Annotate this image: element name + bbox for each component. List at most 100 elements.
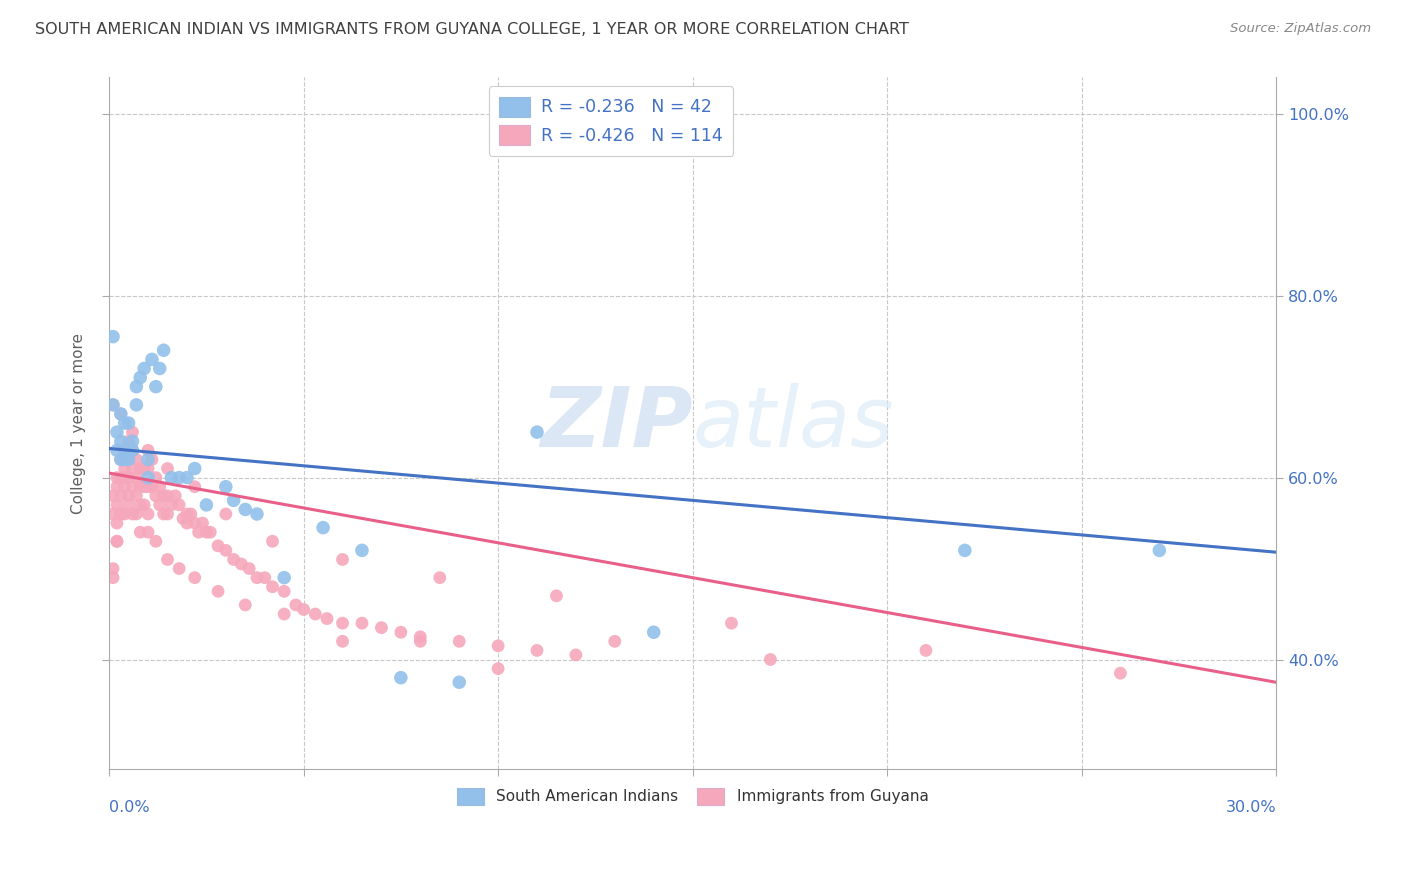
Point — [141, 480, 163, 494]
Point — [110, 507, 132, 521]
Point — [105, 534, 128, 549]
Point — [114, 443, 136, 458]
Point — [207, 584, 229, 599]
Point — [129, 370, 152, 384]
Point — [316, 611, 339, 625]
Point — [110, 452, 132, 467]
Text: 0.0%: 0.0% — [110, 800, 150, 814]
Point — [603, 634, 626, 648]
Point — [105, 425, 128, 439]
Point — [720, 616, 742, 631]
Point — [156, 552, 179, 566]
Point — [117, 434, 139, 449]
Point — [121, 434, 143, 449]
Point — [136, 470, 159, 484]
Point — [312, 521, 335, 535]
Point — [156, 489, 179, 503]
Point — [643, 625, 665, 640]
Point — [141, 352, 163, 367]
Point — [176, 516, 198, 530]
Point — [101, 489, 124, 503]
Point — [121, 461, 143, 475]
Point — [117, 470, 139, 484]
Point — [231, 557, 253, 571]
Point — [129, 480, 152, 494]
Point — [101, 561, 124, 575]
Point — [101, 507, 124, 521]
Point — [105, 498, 128, 512]
Point — [156, 461, 179, 475]
Point — [953, 543, 976, 558]
Text: SOUTH AMERICAN INDIAN VS IMMIGRANTS FROM GUYANA COLLEGE, 1 YEAR OR MORE CORRELAT: SOUTH AMERICAN INDIAN VS IMMIGRANTS FROM… — [35, 22, 910, 37]
Point — [332, 552, 354, 566]
Point — [165, 489, 187, 503]
Point — [101, 329, 124, 343]
Point — [262, 534, 284, 549]
Point — [125, 452, 148, 467]
Point — [233, 598, 256, 612]
Point — [180, 507, 202, 521]
Point — [915, 643, 938, 657]
Point — [145, 489, 167, 503]
Point — [121, 480, 143, 494]
Point — [114, 452, 136, 467]
Y-axis label: College, 1 year or more: College, 1 year or more — [72, 333, 86, 514]
Point — [134, 480, 156, 494]
Point — [449, 634, 471, 648]
Point — [149, 480, 172, 494]
Point — [129, 461, 152, 475]
Point — [136, 525, 159, 540]
Point — [215, 480, 238, 494]
Point — [121, 443, 143, 458]
Point — [105, 480, 128, 494]
Point — [121, 425, 143, 439]
Point — [110, 452, 132, 467]
Point — [233, 502, 256, 516]
Point — [110, 507, 132, 521]
Point — [183, 461, 205, 475]
Point — [172, 511, 194, 525]
Point — [350, 543, 373, 558]
Text: Source: ZipAtlas.com: Source: ZipAtlas.com — [1230, 22, 1371, 36]
Point — [136, 443, 159, 458]
Point — [101, 571, 124, 585]
Point — [101, 398, 124, 412]
Point — [215, 543, 238, 558]
Point — [117, 452, 139, 467]
Point — [1109, 666, 1132, 681]
Point — [176, 470, 198, 484]
Point — [389, 625, 412, 640]
Point — [389, 671, 412, 685]
Point — [125, 489, 148, 503]
Point — [350, 616, 373, 631]
Point — [759, 652, 782, 666]
Point — [546, 589, 568, 603]
Point — [215, 507, 238, 521]
Point — [183, 516, 205, 530]
Point — [1149, 543, 1171, 558]
Point — [262, 580, 284, 594]
Point — [304, 607, 326, 621]
Text: 30.0%: 30.0% — [1226, 800, 1277, 814]
Point — [273, 607, 295, 621]
Point — [409, 634, 432, 648]
Point — [117, 489, 139, 503]
Point — [136, 461, 159, 475]
Point — [273, 571, 295, 585]
Point — [114, 507, 136, 521]
Point — [207, 539, 229, 553]
Point — [145, 534, 167, 549]
Point — [191, 516, 214, 530]
Point — [526, 425, 548, 439]
Point — [284, 598, 307, 612]
Point — [238, 561, 260, 575]
Point — [117, 452, 139, 467]
Point — [110, 434, 132, 449]
Point — [152, 507, 174, 521]
Point — [222, 493, 245, 508]
Point — [129, 498, 152, 512]
Point — [246, 507, 269, 521]
Point — [129, 525, 152, 540]
Point — [187, 525, 209, 540]
Point — [101, 398, 124, 412]
